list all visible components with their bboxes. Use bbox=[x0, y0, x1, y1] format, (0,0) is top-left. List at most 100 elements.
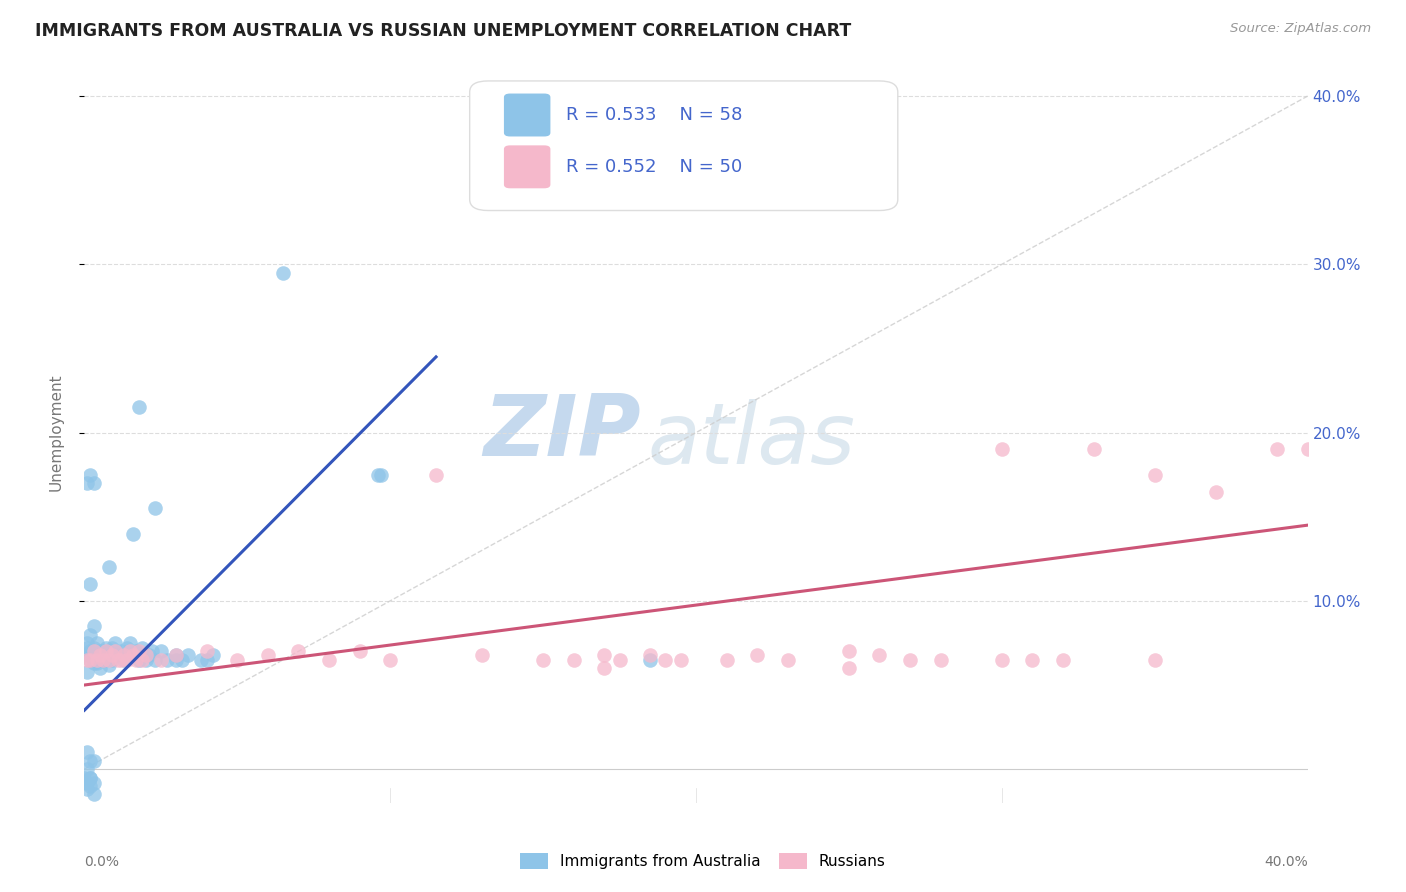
Point bbox=[97, 653, 120, 667]
Point bbox=[79, 779, 101, 793]
Text: IMMIGRANTS FROM AUSTRALIA VS RUSSIAN UNEMPLOYMENT CORRELATION CHART: IMMIGRANTS FROM AUSTRALIA VS RUSSIAN UNE… bbox=[35, 22, 852, 40]
Point bbox=[101, 648, 124, 662]
Point bbox=[86, 649, 108, 664]
Point bbox=[747, 648, 769, 662]
Point bbox=[143, 653, 166, 667]
Point bbox=[83, 754, 105, 768]
Point bbox=[89, 648, 111, 662]
Point bbox=[562, 653, 585, 667]
Point bbox=[143, 501, 166, 516]
Point bbox=[165, 648, 187, 662]
Point bbox=[91, 644, 114, 658]
Text: atlas: atlas bbox=[647, 399, 855, 482]
Point bbox=[83, 656, 105, 670]
Point bbox=[471, 648, 494, 662]
Point bbox=[91, 653, 114, 667]
Point bbox=[776, 653, 799, 667]
Point bbox=[190, 653, 212, 667]
Point bbox=[97, 560, 120, 574]
Point bbox=[83, 476, 105, 491]
Point bbox=[97, 644, 120, 658]
Point bbox=[609, 653, 631, 667]
Point bbox=[149, 644, 172, 658]
Point bbox=[138, 648, 160, 662]
Point bbox=[83, 775, 105, 789]
Point bbox=[869, 648, 891, 662]
FancyBboxPatch shape bbox=[503, 94, 550, 136]
Point bbox=[104, 648, 127, 662]
Point bbox=[838, 661, 860, 675]
Point bbox=[97, 657, 120, 672]
Point bbox=[89, 661, 111, 675]
Point bbox=[112, 653, 135, 667]
Point bbox=[128, 401, 150, 415]
Point bbox=[94, 640, 117, 655]
Point bbox=[318, 653, 340, 667]
Text: 40.0%: 40.0% bbox=[1264, 855, 1308, 869]
Point bbox=[226, 653, 249, 667]
Point bbox=[128, 644, 150, 658]
Point bbox=[716, 653, 738, 667]
Point bbox=[1083, 442, 1105, 457]
Point bbox=[110, 653, 132, 667]
Point bbox=[654, 653, 676, 667]
Point bbox=[172, 653, 194, 667]
Point bbox=[115, 640, 138, 655]
Point bbox=[349, 644, 371, 658]
Point bbox=[991, 653, 1014, 667]
Y-axis label: Unemployment: Unemployment bbox=[49, 374, 63, 491]
Point bbox=[898, 653, 921, 667]
Point bbox=[79, 644, 101, 658]
Point bbox=[593, 648, 616, 662]
Text: ZIP: ZIP bbox=[484, 391, 641, 475]
Point bbox=[104, 636, 127, 650]
Text: R = 0.552    N = 50: R = 0.552 N = 50 bbox=[567, 158, 742, 176]
Point bbox=[76, 782, 98, 797]
Point bbox=[91, 653, 114, 667]
Point bbox=[101, 640, 124, 655]
Point bbox=[86, 653, 108, 667]
Point bbox=[638, 648, 661, 662]
Point bbox=[125, 644, 148, 658]
Point bbox=[76, 665, 98, 679]
Point bbox=[370, 467, 392, 482]
Point bbox=[73, 771, 96, 785]
FancyBboxPatch shape bbox=[503, 145, 550, 188]
Legend: Immigrants from Australia, Russians: Immigrants from Australia, Russians bbox=[515, 847, 891, 875]
Point bbox=[531, 653, 554, 667]
Point bbox=[79, 771, 101, 785]
Point bbox=[165, 648, 187, 662]
Point bbox=[89, 653, 111, 667]
Point bbox=[593, 661, 616, 675]
Point bbox=[195, 644, 218, 658]
Point bbox=[79, 653, 101, 667]
Point bbox=[122, 526, 145, 541]
Point bbox=[120, 636, 142, 650]
Point bbox=[94, 648, 117, 662]
Point bbox=[638, 653, 661, 667]
Point bbox=[1265, 442, 1288, 457]
FancyBboxPatch shape bbox=[470, 81, 898, 211]
Point bbox=[83, 788, 105, 802]
Point bbox=[380, 653, 402, 667]
Point bbox=[367, 467, 389, 482]
Point bbox=[76, 653, 98, 667]
Point bbox=[76, 762, 98, 776]
Point bbox=[156, 653, 179, 667]
Point bbox=[135, 648, 157, 662]
Point bbox=[76, 640, 98, 655]
Point bbox=[125, 653, 148, 667]
Point bbox=[86, 656, 108, 670]
Point bbox=[149, 653, 172, 667]
Point bbox=[101, 653, 124, 667]
Point bbox=[83, 640, 105, 655]
Point bbox=[89, 644, 111, 658]
Point bbox=[112, 648, 135, 662]
Point bbox=[83, 619, 105, 633]
Point bbox=[79, 754, 101, 768]
Point bbox=[104, 644, 127, 658]
Point bbox=[86, 636, 108, 650]
Text: 0.0%: 0.0% bbox=[84, 855, 120, 869]
Point bbox=[201, 648, 224, 662]
Point bbox=[1021, 653, 1043, 667]
